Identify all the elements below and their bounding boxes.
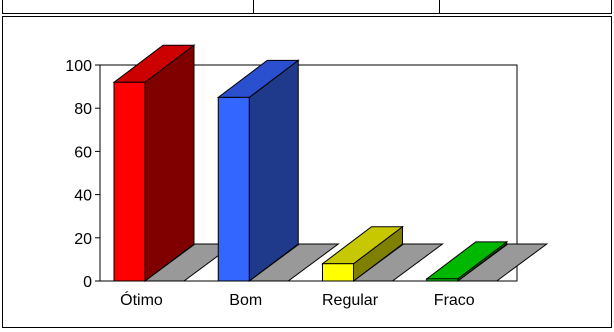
bar [217,96,250,282]
x-tick-label: Ótimo [120,290,163,309]
table-cell-divider [253,0,254,14]
y-tick-label: 80 [74,101,92,118]
x-tick-label: Fraco [434,292,475,309]
x-tick-label: Bom [229,292,262,309]
bar [322,263,354,282]
y-tick-label: 100 [65,58,92,75]
bar-side [144,44,195,283]
y-tick-label: 40 [74,188,92,205]
bar [113,81,146,282]
x-tick-label: Regular [322,292,379,309]
y-tick-label: 20 [74,231,92,248]
bar [426,278,459,282]
y-tick-label: 0 [83,274,92,291]
bar-side [248,59,299,283]
bar-chart-3d: 0 20 40 60 80 100 Ótimo Bom Regular Fraco [65,44,549,309]
plot-area [99,64,518,282]
chart-frame: 0 20 40 60 80 100 Ótimo Bom Regular Fraco [2,16,612,328]
y-tick-label: 60 [74,144,92,161]
table-cell-divider [439,0,440,14]
top-table-strip [2,0,612,14]
